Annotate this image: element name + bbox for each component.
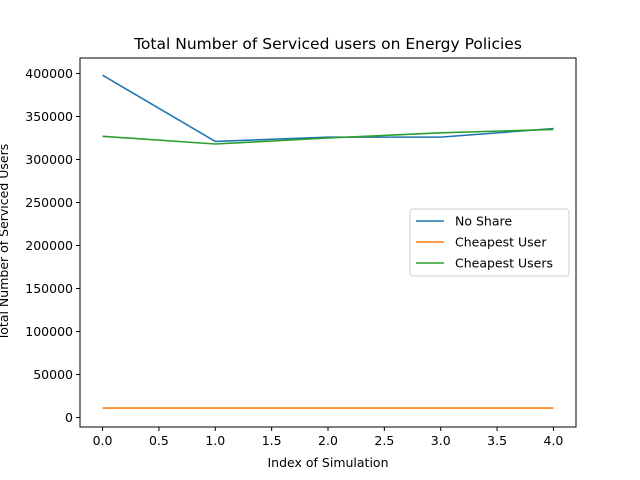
- x-tick-label: 2.0: [318, 433, 338, 448]
- x-tick-label: 2.5: [374, 433, 394, 448]
- plot-area: [102, 74, 554, 409]
- x-tick-label: 3.5: [487, 433, 507, 448]
- y-tick-label: 400000: [25, 66, 73, 81]
- chart-title: Total Number of Serviced users on Energy…: [133, 35, 522, 53]
- y-tick-label: 50000: [33, 367, 73, 382]
- x-axis-label: Index of Simulation: [268, 455, 389, 470]
- series-line-no-share: [102, 74, 554, 143]
- x-tick-label: 3.0: [431, 433, 451, 448]
- y-tick-label: 200000: [25, 238, 73, 253]
- legend-label: Cheapest User: [455, 235, 547, 250]
- y-axis: 0 50000 100000 150000 200000 250000 300000 3500…: [25, 66, 80, 425]
- y-tick-label: 250000: [25, 195, 73, 210]
- y-axis-label: Total Number of Serviced Users: [0, 144, 11, 341]
- x-tick-label: 4.0: [544, 433, 564, 448]
- y-tick-label: 100000: [25, 324, 73, 339]
- x-tick-label: 0.0: [93, 433, 113, 448]
- y-tick-label: 150000: [25, 281, 73, 296]
- series-line-cheapest-users: [102, 128, 554, 145]
- x-tick-label: 1.0: [205, 433, 225, 448]
- legend-label: No Share: [455, 214, 512, 229]
- y-tick-label: 0: [65, 410, 73, 425]
- legend-box: [409, 208, 570, 277]
- legend: No Share Cheapest User Cheapest Users: [409, 208, 570, 277]
- x-tick-label: 1.5: [262, 433, 282, 448]
- y-tick-label: 350000: [25, 109, 73, 124]
- x-tick-label: 0.5: [149, 433, 169, 448]
- legend-label: Cheapest Users: [455, 256, 553, 271]
- x-axis: 0.0 0.5 1.0 1.5 2.0 2.5 3.0 3.5 4.0: [93, 427, 564, 448]
- y-tick-label: 300000: [25, 152, 73, 167]
